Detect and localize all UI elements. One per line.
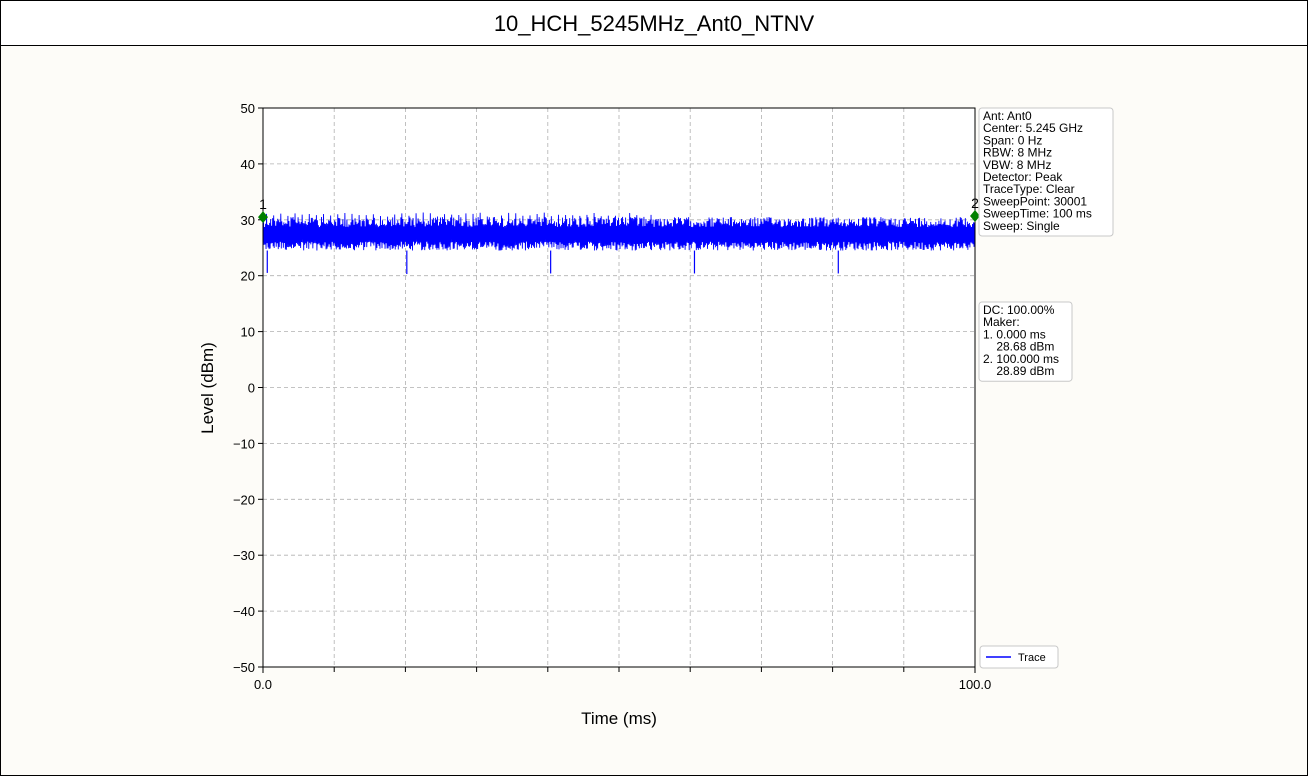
y-tick-label: 20 <box>241 269 255 284</box>
marker-label: 1 <box>259 196 267 212</box>
chart-svg: 50 40 30 20 10 0 −10 −20 −30 −40 −50 0.0 100.0 Leve… <box>198 101 1114 728</box>
infobox-border <box>978 107 1114 237</box>
y-tick-label: 0 <box>248 381 255 396</box>
y-tick-label: −20 <box>233 492 255 507</box>
markerbox-line: 28.68 dBm <box>983 340 1054 354</box>
marker-label: 2 <box>971 195 979 211</box>
x-axis-ticks: 0.0 100.0 <box>254 667 991 692</box>
markerbox-border <box>978 301 1073 382</box>
y-tick-label: −10 <box>233 436 255 451</box>
infobox-line: Sweep: Single <box>983 219 1060 233</box>
markerbox-line: Maker: <box>983 315 1020 329</box>
legend: Trace <box>979 645 1059 669</box>
infobox-line: RBW: 8 MHz <box>983 146 1052 160</box>
y-tick-label: 40 <box>241 157 255 172</box>
marker-diamond <box>970 209 980 222</box>
grid <box>263 108 975 667</box>
y-tick-label: −50 <box>233 660 255 675</box>
trace-group <box>262 212 976 275</box>
y-tick-label: −40 <box>233 604 255 619</box>
marker-box: DC: 100.00%Maker:1. 0.000 ms 28.68 dBm2.… <box>978 301 1073 382</box>
infobox-line: SweepPoint: 30001 <box>983 194 1087 208</box>
y-axis-ticks: 50 40 30 20 10 0 −10 −20 −30 −40 −50 <box>233 101 263 675</box>
plot-area: 50 40 30 20 10 0 −10 −20 −30 −40 −50 0.0 100.0 Leve… <box>1 46 1307 775</box>
infobox-line: TraceType: Clear <box>983 182 1075 196</box>
trace-line <box>262 212 976 251</box>
legend-label: Trace <box>1018 652 1046 664</box>
y-tick-label: 50 <box>241 101 255 116</box>
markerbox-line: DC: 100.00% <box>983 303 1055 317</box>
infobox-line: VBW: 8 MHz <box>983 158 1051 172</box>
y-tick-label: 30 <box>241 213 255 228</box>
infobox-line: SweepTime: 100 ms <box>983 207 1092 221</box>
x-tick-label: 100.0 <box>959 677 992 692</box>
markerbox-line: 2. 100.000 ms <box>983 352 1059 366</box>
markerbox-line: 28.89 dBm <box>983 364 1054 378</box>
y-tick-label: −30 <box>233 548 255 563</box>
title-bar: 10_HCH_5245MHz_Ant0_NTNV <box>1 1 1307 46</box>
y-axis-label: Level (dBm) <box>198 342 217 434</box>
infobox-line: Detector: Peak <box>983 170 1063 184</box>
chart-title: 10_HCH_5245MHz_Ant0_NTNV <box>493 11 815 36</box>
markerbox-line: 1. 0.000 ms <box>983 327 1046 341</box>
marker-diamond <box>258 211 268 224</box>
x-tick-label: 0.0 <box>254 677 272 692</box>
infobox-line: Span: 0 Hz <box>983 133 1042 147</box>
infobox-line: Center: 5.245 GHz <box>983 121 1083 135</box>
legend-border <box>979 645 1059 669</box>
infobox-line: Ant: Ant0 <box>983 109 1032 123</box>
x-axis-label: Time (ms) <box>581 709 657 728</box>
y-tick-label: 10 <box>241 325 255 340</box>
